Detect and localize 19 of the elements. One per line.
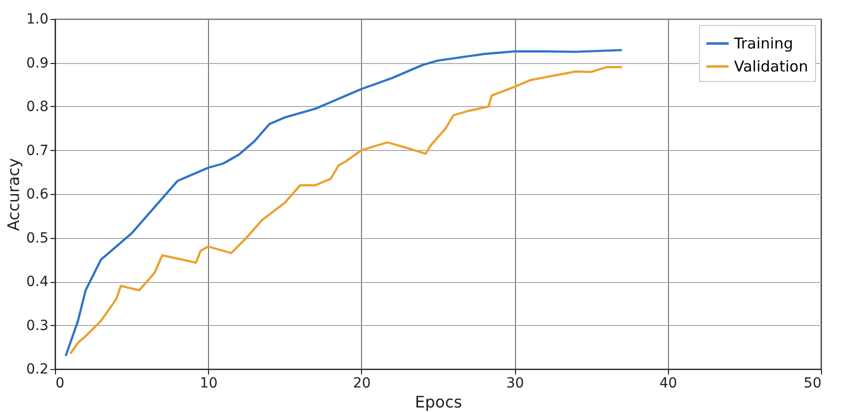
legend-label: Training xyxy=(733,34,794,52)
y-tick-label: 0.5 xyxy=(26,230,48,246)
y-tick-label: 1.0 xyxy=(26,12,48,28)
y-axis-title: Accuracy xyxy=(4,158,24,232)
y-tick-label: 0.6 xyxy=(26,186,49,202)
y-tick-label: 0.8 xyxy=(26,99,48,115)
x-tick-label: 40 xyxy=(659,376,678,392)
x-tick-label: 50 xyxy=(804,376,822,392)
x-tick-label: 30 xyxy=(506,376,524,392)
legend-label: Validation xyxy=(734,58,808,76)
y-tick-label: 0.7 xyxy=(26,142,48,159)
y-tick-label: 0.4 xyxy=(26,274,49,290)
x-tick-label: 20 xyxy=(352,376,371,392)
x-tick-label: 0 xyxy=(56,376,64,392)
y-tick-label: 0.3 xyxy=(26,318,48,334)
y-tick-label: 0.9 xyxy=(26,55,48,72)
y-tick-label: 0.2 xyxy=(26,362,48,378)
x-tick-label: 10 xyxy=(200,376,218,392)
x-axis-title: Epocs xyxy=(414,392,462,412)
